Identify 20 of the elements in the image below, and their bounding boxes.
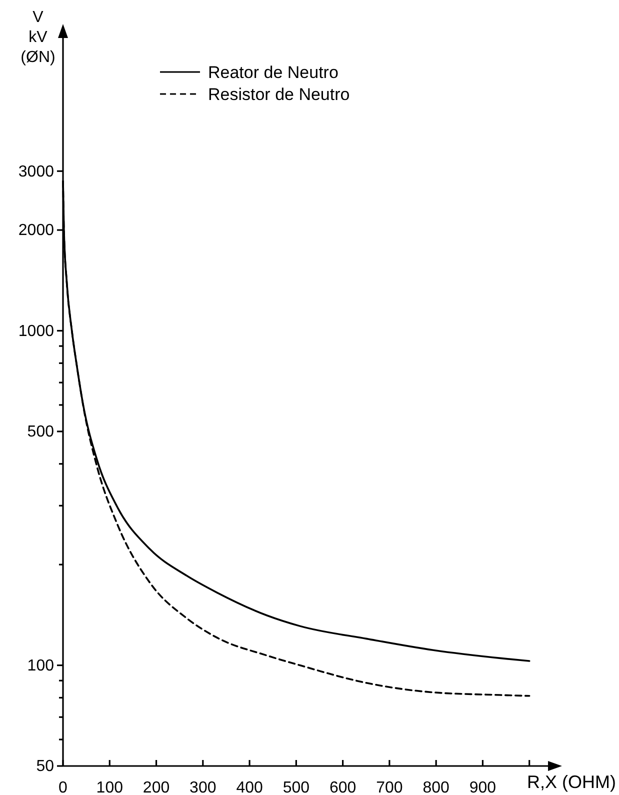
- x-tick-label: 400: [236, 780, 263, 795]
- x-tick-label: 700: [376, 780, 403, 795]
- x-tick-label: 500: [282, 780, 310, 795]
- y-axis-title: V kV (ØN): [20, 9, 56, 66]
- legend-label: Reator de Neutro: [208, 63, 338, 82]
- x-tick-label: 0: [58, 780, 68, 795]
- y-tick-label: 100: [27, 657, 54, 674]
- x-axis-title: R,X (OHM): [527, 772, 616, 792]
- x-tick-label: 200: [142, 780, 170, 795]
- x-tick-label: 900: [469, 780, 496, 795]
- y-tick-label: 500: [27, 424, 54, 441]
- y-tick-label: 1000: [18, 322, 54, 340]
- y-tick-label: 3000: [18, 163, 54, 180]
- y-tick-label: 2000: [18, 222, 54, 240]
- y-tick-label: 50: [36, 758, 54, 776]
- x-tick-label: 300: [190, 780, 216, 795]
- x-tick-label: 600: [329, 780, 356, 795]
- x-tick-label: 100: [96, 780, 124, 795]
- legend-label: Resistor de Neutro: [208, 85, 350, 104]
- x-tick-label: 800: [422, 780, 450, 795]
